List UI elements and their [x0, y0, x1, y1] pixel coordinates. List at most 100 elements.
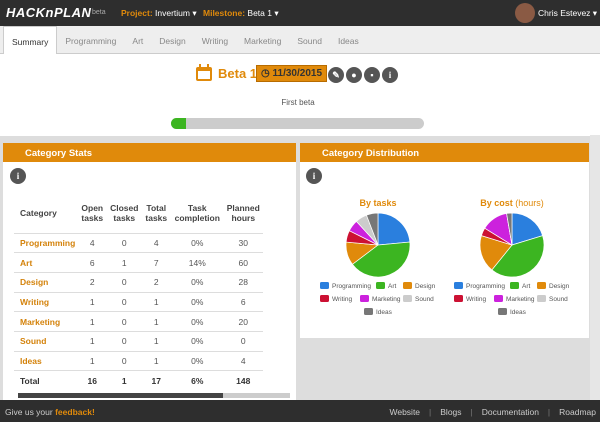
feedback-text: Give us your [5, 407, 53, 417]
edit-button[interactable]: ✎ [328, 67, 344, 83]
category-link[interactable]: Marketing [14, 311, 78, 332]
tab[interactable]: Art [132, 36, 144, 46]
user-name: Chris Estevez [538, 8, 591, 18]
milestone-summary: Beta 1 ◷ 11/30/2015 ✎ ● ▪ i First beta [0, 54, 600, 136]
legend-label: Programming [466, 283, 505, 290]
tab[interactable]: Summary [3, 26, 58, 54]
tab[interactable]: Ideas [337, 36, 359, 46]
legend-label: Marketing [372, 296, 401, 303]
panel-title: Category Distribution [322, 148, 420, 159]
delete-button[interactable]: ▪ [364, 67, 380, 83]
tab[interactable]: Sound [297, 36, 322, 46]
legend-label: Ideas [376, 309, 393, 316]
milestone-title: Beta 1 [218, 66, 258, 81]
user-menu[interactable]: Chris Estevez ▾ [538, 8, 598, 18]
chart-title-text: By cost [480, 198, 513, 208]
category-link[interactable]: Ideas [14, 350, 78, 371]
table-cell: 4 [141, 232, 172, 253]
table-cell: 6 [223, 291, 264, 312]
table-cell: 1 [77, 311, 108, 332]
tab[interactable]: Design [159, 36, 186, 46]
tab[interactable]: Writing [201, 36, 229, 46]
table-cell: 0% [171, 330, 224, 352]
stats-table: Category Open tasks Closed tasks Total task… [14, 193, 264, 391]
column-header: Open tasks [81, 202, 104, 223]
beta-label: beta [92, 9, 106, 16]
legend-swatch [403, 295, 412, 302]
column-header: Task completion [174, 202, 220, 223]
category-link[interactable]: Design [14, 271, 78, 293]
table-cell: 4 [223, 350, 264, 371]
info-button[interactable]: i [382, 67, 398, 83]
info-button[interactable]: i [10, 168, 26, 184]
footer-link[interactable]: Documentation [481, 407, 539, 417]
feedback: Give us your feedback! [5, 407, 95, 417]
legend-label: Writing [332, 296, 352, 303]
pie-slice [491, 235, 545, 278]
table-cell: 1 [107, 252, 142, 273]
category-link[interactable]: Programming [14, 232, 78, 253]
panel-header: Category Distribution [300, 143, 589, 162]
table-cell: 0 [107, 330, 142, 352]
tab-bar: Summary Programming Art Design Writing Market… [0, 26, 600, 54]
category-link[interactable]: Art [14, 252, 78, 273]
milestone-label: Milestone: [203, 8, 246, 18]
footer: Give us your feedback! Website | Blogs | Doc… [0, 400, 600, 422]
total-cell: 1 [107, 370, 142, 391]
table-cell: 20 [223, 311, 264, 332]
separator: | [470, 407, 473, 417]
scrollbar-thumb[interactable] [18, 393, 223, 398]
total-cell: 6% [171, 370, 224, 391]
milestone-menu[interactable]: Milestone: Beta 1 ▾ [203, 8, 279, 18]
table-row: Programming 4 0 4 0% 30 [14, 232, 264, 253]
separator: | [429, 407, 432, 417]
total-cell: 16 [77, 370, 108, 391]
category-distribution-panel: Category Distribution i By tasks Programm… [300, 143, 589, 338]
legend-swatch [364, 308, 373, 315]
feedback-link[interactable]: feedback! [55, 407, 95, 417]
footer-link[interactable]: Blogs [440, 407, 462, 417]
table-cell: 1 [141, 330, 172, 352]
legend-label: Sound [415, 296, 434, 303]
legend-swatch [537, 295, 546, 302]
calendar-icon [196, 64, 212, 81]
table-cell: 7 [141, 252, 172, 273]
table-cell: 0 [107, 311, 142, 332]
table-row: Art 6 1 7 14% 60 [14, 252, 264, 273]
project-name: Invertium [155, 8, 190, 18]
logo[interactable]: HACKnPLAN [6, 5, 92, 20]
pie-slice [351, 241, 411, 278]
chart-title-suffix: (hours) [515, 198, 544, 208]
table-cell: 0 [223, 330, 264, 352]
total-cell: 148 [223, 370, 264, 391]
table-cell: 0 [107, 271, 142, 293]
pie-slice [506, 212, 513, 246]
footer-links: Website | Blogs | Documentation | Roadmap [389, 407, 596, 417]
tab[interactable]: Programming [65, 36, 117, 46]
category-link[interactable]: Sound [14, 330, 78, 352]
legend-swatch [498, 308, 507, 315]
column-header: Total tasks [145, 202, 168, 223]
lock-button[interactable]: ● [346, 67, 362, 83]
footer-link[interactable]: Website [389, 407, 421, 417]
table-cell: 0 [107, 291, 142, 312]
header-row: Category Open tasks Closed tasks Total task… [14, 193, 263, 233]
table-row: Sound 1 0 1 0% 0 [14, 330, 264, 352]
navbar: HACKnPLAN beta Project: Invertium ▾ Mile… [0, 0, 600, 26]
project-menu[interactable]: Project: Invertium ▾ [121, 8, 197, 18]
avatar[interactable] [515, 3, 535, 23]
pie-slice [365, 212, 379, 246]
table-cell: 14% [171, 252, 224, 273]
footer-link[interactable]: Roadmap [559, 407, 596, 417]
milestone-name: Beta 1 [247, 8, 272, 18]
legend-swatch [360, 295, 369, 302]
info-button[interactable]: i [306, 168, 322, 184]
chart-title: By cost (hours) [480, 198, 544, 208]
legend-swatch [320, 282, 329, 289]
chart-title-text: By tasks [359, 198, 396, 208]
legend-swatch [320, 295, 329, 302]
category-stats-panel: Category Stats i Category Open tasks Close… [3, 143, 296, 400]
tab[interactable]: Marketing [244, 36, 282, 46]
category-link[interactable]: Writing [14, 291, 78, 312]
